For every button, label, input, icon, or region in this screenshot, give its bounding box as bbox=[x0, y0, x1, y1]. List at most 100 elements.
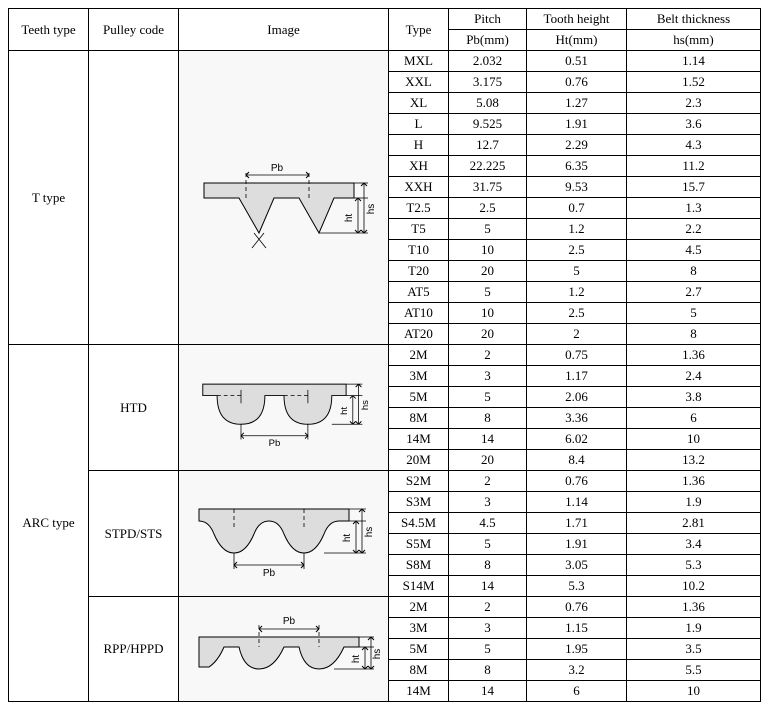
svg-text:hs: hs bbox=[366, 203, 377, 214]
cell-pb: 2 bbox=[449, 345, 527, 366]
cell-pulley-code: HTD bbox=[89, 345, 179, 471]
cell-pb: 3 bbox=[449, 492, 527, 513]
hdr-teeth-type: Teeth type bbox=[9, 9, 89, 51]
cell-pb: 5 bbox=[449, 534, 527, 555]
cell-ht: 1.14 bbox=[527, 492, 627, 513]
cell-type: 3M bbox=[389, 366, 449, 387]
table-header: Teeth type Pulley code Image Type Pitch … bbox=[9, 9, 761, 51]
cell-hs: 15.7 bbox=[627, 177, 761, 198]
cell-teeth-type: T type bbox=[9, 51, 89, 345]
cell-type: XXL bbox=[389, 72, 449, 93]
svg-text:ht: ht bbox=[351, 655, 362, 664]
hdr-image: Image bbox=[179, 9, 389, 51]
table-row: RPP/HPPDPbhsht2M20.761.36 bbox=[9, 597, 761, 618]
tooth-profile-diagram: Pbhsht bbox=[184, 489, 384, 579]
cell-pb: 4.5 bbox=[449, 513, 527, 534]
hdr-belt-thickness-unit: hs(mm) bbox=[627, 30, 761, 51]
cell-ht: 3.2 bbox=[527, 660, 627, 681]
cell-hs: 3.6 bbox=[627, 114, 761, 135]
cell-ht: 2.5 bbox=[527, 303, 627, 324]
cell-type: 3M bbox=[389, 618, 449, 639]
cell-ht: 1.91 bbox=[527, 114, 627, 135]
cell-pb: 14 bbox=[449, 681, 527, 702]
cell-hs: 1.52 bbox=[627, 72, 761, 93]
cell-ht: 1.17 bbox=[527, 366, 627, 387]
cell-pb: 3 bbox=[449, 618, 527, 639]
cell-type: XH bbox=[389, 156, 449, 177]
svg-text:Pb: Pb bbox=[268, 438, 280, 449]
cell-pb: 12.7 bbox=[449, 135, 527, 156]
cell-type: L bbox=[389, 114, 449, 135]
cell-hs: 1.9 bbox=[627, 492, 761, 513]
cell-hs: 10 bbox=[627, 429, 761, 450]
cell-ht: 3.36 bbox=[527, 408, 627, 429]
cell-hs: 1.36 bbox=[627, 345, 761, 366]
cell-hs: 1.3 bbox=[627, 198, 761, 219]
cell-type: S4.5M bbox=[389, 513, 449, 534]
cell-ht: 1.91 bbox=[527, 534, 627, 555]
cell-hs: 6 bbox=[627, 408, 761, 429]
cell-pb: 20 bbox=[449, 450, 527, 471]
cell-hs: 1.36 bbox=[627, 597, 761, 618]
cell-ht: 5.3 bbox=[527, 576, 627, 597]
cell-ht: 0.51 bbox=[527, 51, 627, 72]
cell-ht: 6.35 bbox=[527, 156, 627, 177]
cell-ht: 2 bbox=[527, 324, 627, 345]
cell-hs: 2.7 bbox=[627, 282, 761, 303]
cell-pb: 5 bbox=[449, 639, 527, 660]
cell-pb: 8 bbox=[449, 555, 527, 576]
cell-pb: 10 bbox=[449, 303, 527, 324]
cell-ht: 8.4 bbox=[527, 450, 627, 471]
tooth-profile-diagram: Pbhsht bbox=[184, 609, 384, 689]
cell-hs: 2.3 bbox=[627, 93, 761, 114]
cell-type: XL bbox=[389, 93, 449, 114]
cell-ht: 1.95 bbox=[527, 639, 627, 660]
cell-pb: 22.225 bbox=[449, 156, 527, 177]
cell-ht: 1.71 bbox=[527, 513, 627, 534]
cell-type: MXL bbox=[389, 51, 449, 72]
cell-type: AT10 bbox=[389, 303, 449, 324]
svg-text:hs: hs bbox=[364, 526, 375, 537]
cell-hs: 1.36 bbox=[627, 471, 761, 492]
cell-hs: 1.14 bbox=[627, 51, 761, 72]
hdr-pulley-code: Pulley code bbox=[89, 9, 179, 51]
svg-text:hs: hs bbox=[360, 399, 371, 409]
cell-hs: 10.2 bbox=[627, 576, 761, 597]
cell-hs: 4.5 bbox=[627, 240, 761, 261]
svg-text:Pb: Pb bbox=[270, 163, 283, 174]
hdr-tooth-height-unit: Ht(mm) bbox=[527, 30, 627, 51]
svg-text:ht: ht bbox=[339, 406, 350, 414]
cell-pb: 2 bbox=[449, 597, 527, 618]
cell-type: 14M bbox=[389, 681, 449, 702]
cell-hs: 8 bbox=[627, 261, 761, 282]
cell-pb: 5 bbox=[449, 387, 527, 408]
cell-ht: 0.75 bbox=[527, 345, 627, 366]
cell-pb: 2.5 bbox=[449, 198, 527, 219]
cell-hs: 4.3 bbox=[627, 135, 761, 156]
cell-pulley-code bbox=[89, 51, 179, 345]
cell-hs: 13.2 bbox=[627, 450, 761, 471]
hdr-tooth-height: Tooth height bbox=[527, 9, 627, 30]
cell-hs: 3.4 bbox=[627, 534, 761, 555]
cell-type: H bbox=[389, 135, 449, 156]
cell-type: 2M bbox=[389, 597, 449, 618]
cell-pb: 10 bbox=[449, 240, 527, 261]
svg-text:Pb: Pb bbox=[282, 616, 295, 627]
svg-text:ht: ht bbox=[344, 213, 355, 222]
cell-type: T10 bbox=[389, 240, 449, 261]
cell-pb: 9.525 bbox=[449, 114, 527, 135]
tooth-profile-diagram: Pb hs ht bbox=[184, 365, 384, 451]
cell-type: S8M bbox=[389, 555, 449, 576]
cell-hs: 10 bbox=[627, 681, 761, 702]
cell-type: S5M bbox=[389, 534, 449, 555]
cell-type: S2M bbox=[389, 471, 449, 492]
cell-pb: 2.032 bbox=[449, 51, 527, 72]
cell-hs: 11.2 bbox=[627, 156, 761, 177]
cell-image: Pbhsht bbox=[179, 597, 389, 702]
belt-spec-table: Teeth type Pulley code Image Type Pitch … bbox=[8, 8, 761, 702]
cell-teeth-type: ARC type bbox=[9, 345, 89, 702]
cell-type: 8M bbox=[389, 408, 449, 429]
cell-type: T2.5 bbox=[389, 198, 449, 219]
svg-text:ht: ht bbox=[342, 533, 353, 542]
cell-ht: 1.15 bbox=[527, 618, 627, 639]
